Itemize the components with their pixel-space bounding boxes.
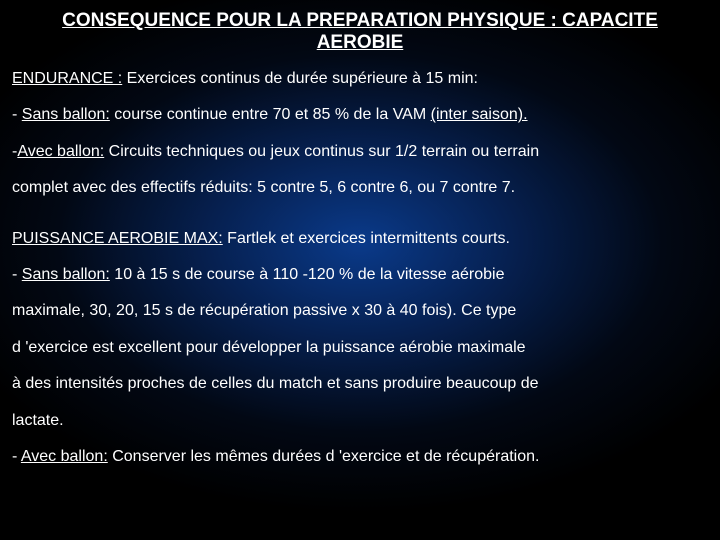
line-avec-ballon-2: - Avec ballon: Conserver les mêmes durée… (12, 446, 708, 468)
line-sans-ballon-1: - Sans ballon: course continue entre 70 … (12, 104, 708, 126)
prefix: - (12, 106, 22, 123)
sans-ballon-text-2: 10 à 15 s de course à 110 -120 % de la v… (110, 266, 505, 283)
sans-ballon-label-2: Sans ballon: (22, 266, 110, 283)
puissance-label: PUISSANCE AEROBIE MAX: (12, 230, 223, 247)
puissance-text: Fartlek et exercices intermittents court… (223, 230, 510, 247)
line-puissance: PUISSANCE AEROBIE MAX: Fartlek et exerci… (12, 228, 708, 250)
inter-saison: (inter saison). (431, 106, 528, 123)
line-9: à des intensités proches de celles du ma… (12, 373, 708, 395)
line-4: complet avec des effectifs réduits: 5 co… (12, 177, 708, 199)
avec-ballon-label-2: Avec ballon: (21, 448, 108, 465)
avec-ballon-text: Circuits techniques ou jeux continus sur… (104, 143, 539, 160)
sans-ballon-label: Sans ballon: (22, 106, 110, 123)
prefix: - (12, 448, 21, 465)
line-10: lactate. (12, 410, 708, 432)
line-endurance: ENDURANCE : Exercices continus de durée … (12, 68, 708, 90)
sans-ballon-text: course continue entre 70 et 85 % de la V… (110, 106, 431, 123)
endurance-text: Exercices continus de durée supérieure à… (122, 70, 478, 87)
line-avec-ballon-1: -Avec ballon: Circuits techniques ou jeu… (12, 141, 708, 163)
line-7: maximale, 30, 20, 15 s de récupération p… (12, 300, 708, 322)
avec-ballon-text-2: Conserver les mêmes durées d 'exercice e… (108, 448, 540, 465)
slide-title: CONSEQUENCE POUR LA PREPARATION PHYSIQUE… (12, 10, 708, 54)
avec-ballon-label: Avec ballon: (17, 143, 104, 160)
prefix: - (12, 266, 22, 283)
endurance-label: ENDURANCE : (12, 70, 122, 87)
line-sans-ballon-2: - Sans ballon: 10 à 15 s de course à 110… (12, 264, 708, 286)
line-8: d 'exercice est excellent pour développe… (12, 337, 708, 359)
